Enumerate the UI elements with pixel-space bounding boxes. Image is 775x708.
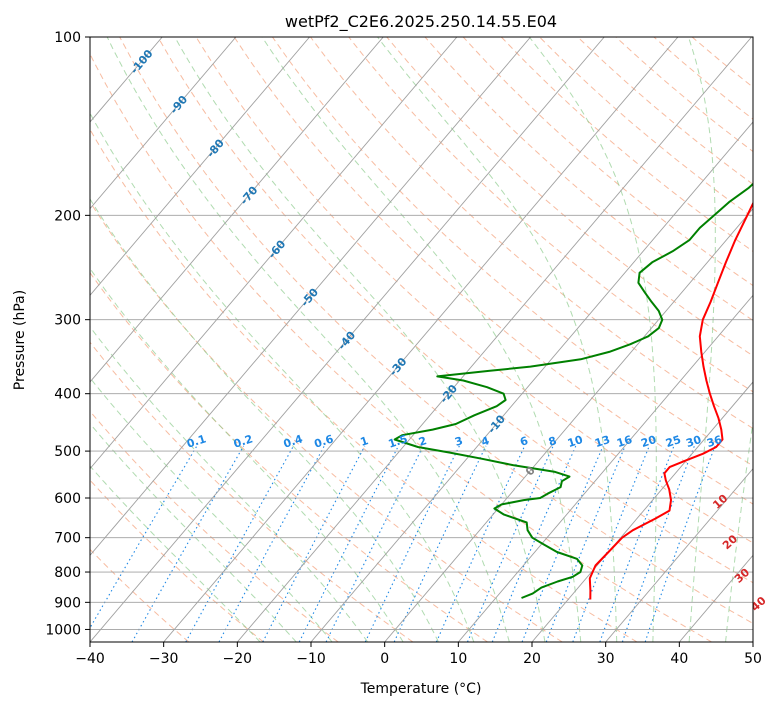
- x-tick-label: −20: [223, 651, 253, 667]
- mixing-ratio-label: 30: [684, 433, 703, 450]
- axis-ticks: −40 −30 −20 −10 0 10 20 30 40 5010020030040050060…: [45, 30, 762, 667]
- mixing-ratio-line: [521, 445, 604, 642]
- chart-title: wetPf2_C2E6.2025.250.14.55.E04: [285, 12, 557, 32]
- moist-adiabat-line: [725, 418, 753, 642]
- mixing-ratio-line: [185, 445, 294, 642]
- dry-adiabat-line: [90, 548, 190, 642]
- isotherm-line: [605, 467, 753, 642]
- mixing-ratio-label: 20: [639, 433, 658, 450]
- x-tick-label: 10: [449, 651, 467, 667]
- moist-adiabat-line: [90, 198, 439, 642]
- mixing-ratio-label: 16: [615, 433, 634, 450]
- mixing-ratio-label: 4: [480, 434, 492, 449]
- mixing-ratio-label: 1: [359, 434, 370, 449]
- mixing-ratio-line: [364, 445, 460, 642]
- y-axis-label: Pressure (hPa): [12, 290, 28, 390]
- y-tick-label: 400: [54, 387, 81, 403]
- mixing-ratio-label: 6: [518, 434, 530, 449]
- moist-adiabat-line: [688, 37, 716, 642]
- dewpoint-profile-line: [393, 182, 753, 599]
- temperature-profile-line: [588, 201, 753, 600]
- plot-background: [90, 37, 753, 642]
- x-tick-label: −40: [75, 651, 105, 667]
- dry-adiabat-line: [310, 37, 753, 430]
- dry-adiabat-line: [119, 37, 753, 624]
- mixing-ratio-line: [545, 445, 626, 642]
- isotherm-line: [457, 294, 753, 642]
- moist-adiabat-line: [90, 112, 475, 642]
- mixing-ratio-line: [90, 445, 198, 629]
- plot-frame: [89, 36, 754, 643]
- mixing-ratio-label: 36: [705, 433, 724, 450]
- mixing-ratio-line: [218, 445, 325, 642]
- dry-adiabat-line: [90, 479, 264, 642]
- isotherm-line: [752, 641, 753, 642]
- x-tick-label: −10: [296, 651, 326, 667]
- isotherm-line: [90, 37, 531, 557]
- moist-adiabat-line: [174, 37, 546, 642]
- mixing-ratio-label: 0.4: [282, 432, 305, 450]
- x-tick-label: 30: [597, 651, 615, 667]
- y-tick-label: 700: [54, 531, 81, 547]
- x-tick-label: 0: [380, 651, 389, 667]
- mixing-ratio-label: 1.5: [387, 432, 410, 450]
- mixing-ratio-line: [491, 445, 577, 642]
- moist-adiabat-line: [261, 37, 582, 642]
- moist-adiabat-line: [528, 37, 657, 642]
- mixing-ratio-line: [393, 445, 487, 642]
- y-tick-label: 1000: [45, 622, 81, 638]
- dry-adiabat-line: [462, 37, 753, 287]
- moist-adiabat-line: [90, 267, 404, 642]
- isotherm-line: [163, 37, 679, 642]
- moist-adiabat-line: [90, 422, 297, 642]
- background-lines: [90, 37, 753, 642]
- y-tick-label: 200: [54, 208, 81, 224]
- mixing-ratio-label: 3: [453, 434, 464, 449]
- y-tick-label: 500: [54, 444, 81, 460]
- y-tick-label: 300: [54, 313, 81, 329]
- dry-adiabat-line: [90, 271, 488, 642]
- isotherm-line: [236, 37, 752, 642]
- mixing-ratio-label: 0.1: [185, 432, 208, 450]
- y-tick-label: 900: [54, 595, 81, 611]
- mixing-ratio-label: 10: [566, 433, 585, 450]
- moist-adiabat-line: [90, 377, 333, 642]
- isotherm-line: [310, 121, 753, 642]
- x-tick-label: −30: [149, 651, 179, 667]
- mixing-ratio-label: 2: [417, 434, 428, 449]
- mixing-ratio-label: 8: [547, 434, 558, 449]
- mixing-ratio-line: [131, 445, 245, 642]
- dry-adiabat-line: [233, 37, 753, 505]
- dry-adiabat-line: [157, 37, 753, 584]
- y-tick-label: 100: [54, 30, 81, 46]
- x-axis-label: Temperature (°C): [360, 681, 482, 697]
- isotherm-line: [90, 37, 384, 383]
- dry-adiabat-line: [90, 52, 712, 642]
- y-tick-label: 800: [54, 565, 81, 581]
- isotherm-line: [90, 37, 458, 470]
- moist-adiabat-line: [90, 326, 369, 642]
- dry-adiabat-line: [90, 341, 414, 642]
- mixing-ratio-label: 0.6: [313, 432, 336, 450]
- dry-adiabat-line: [90, 201, 563, 642]
- mixing-ratio-line: [572, 445, 650, 642]
- mixing-ratio-label: 0.2: [232, 432, 255, 450]
- y-tick-label: 600: [54, 491, 81, 507]
- isotherm-line: [90, 37, 237, 210]
- x-tick-label: 40: [670, 651, 688, 667]
- isotherm-line: [90, 37, 310, 297]
- dry-adiabat-line: [348, 37, 753, 393]
- dry-adiabat-line: [90, 128, 638, 642]
- isotherm-line: [90, 37, 605, 642]
- moist-adiabat-line: [106, 37, 510, 642]
- x-tick-label: 50: [744, 651, 762, 667]
- mixing-ratio-line: [466, 445, 554, 642]
- mixing-ratio-label: 13: [593, 433, 612, 450]
- dry-adiabat-line: [271, 37, 753, 467]
- mixing-ratio-label: 25: [664, 433, 683, 450]
- profile-lines: [393, 182, 753, 600]
- x-tick-label: 20: [523, 651, 541, 667]
